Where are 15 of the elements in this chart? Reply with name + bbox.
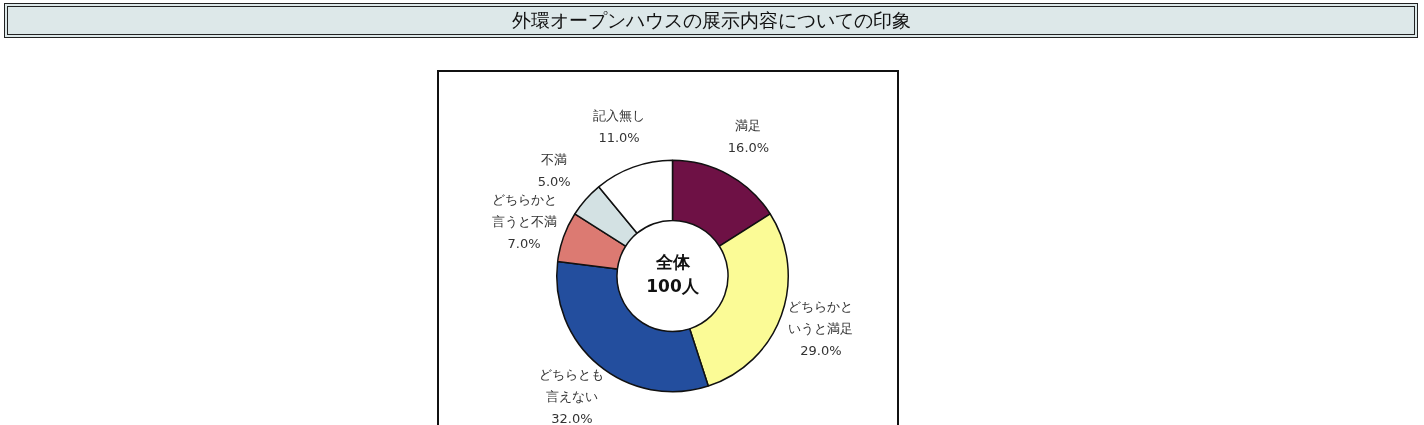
chart-title: 外環オープンハウスの展示内容についての印象 <box>4 3 1418 38</box>
slice-label: どちらかというと満足 <box>788 298 854 336</box>
slice-label: 不満 <box>541 152 568 168</box>
data-label: 7.0% <box>507 235 541 251</box>
data-label: 5.0% <box>537 174 571 190</box>
slice-label: 満足 <box>735 118 762 134</box>
slice-label: 記入無し <box>593 107 646 123</box>
data-label: 16.0% <box>727 140 770 156</box>
slice-label: どちらとも言えない <box>539 366 605 404</box>
text: 全体 <box>654 252 691 273</box>
data-label: 29.0% <box>800 342 842 358</box>
data-label: 11.0% <box>598 129 640 145</box>
data-label: 32.0% <box>551 410 593 425</box>
text: 100人 <box>646 276 700 297</box>
slice-label: どちらかと言うと不満 <box>491 191 557 229</box>
